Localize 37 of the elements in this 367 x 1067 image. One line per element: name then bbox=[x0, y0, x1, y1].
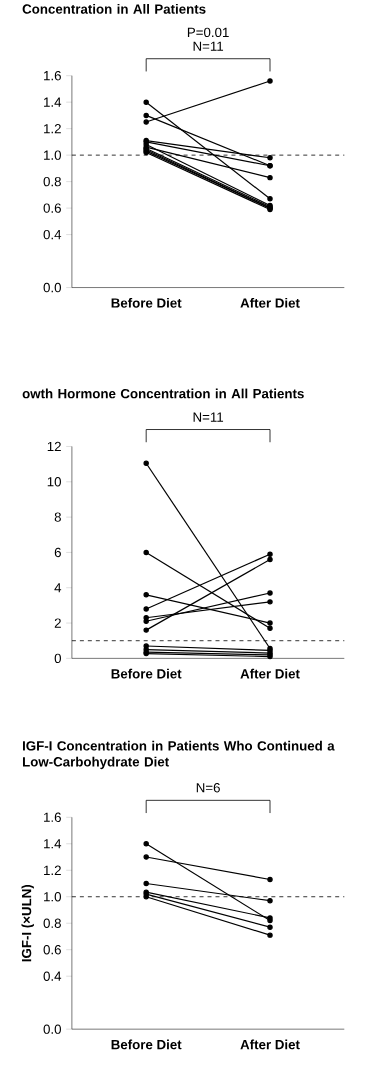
chart-title: IGF-I Concentration in Patients Who Continued a Low-Carbohydrate Diet bbox=[23, 740, 335, 770]
y-tick-label: 6 bbox=[54, 547, 61, 558]
y-tick-label: 0 bbox=[54, 653, 61, 664]
y-tick-label: 10 bbox=[47, 477, 61, 487]
text: N=11 bbox=[193, 41, 224, 51]
text: N=11 bbox=[193, 412, 224, 422]
y-tick-label: 4 bbox=[54, 583, 62, 593]
y-axis-title: IGF-I (×ULN) bbox=[21, 884, 34, 962]
y-tick-label: 1.4 bbox=[44, 97, 62, 107]
text: P=0.01 bbox=[187, 27, 229, 38]
x-tick-label: Before Diet bbox=[111, 1039, 182, 1050]
y-tick-label: 8 bbox=[54, 512, 61, 522]
y-tick-label: 1.2 bbox=[44, 124, 61, 134]
text: N=6 bbox=[196, 783, 220, 793]
y-tick-label: 2 bbox=[54, 618, 61, 628]
y-tick-label: 0.6 bbox=[43, 203, 61, 213]
x-tick-label: Before Diet bbox=[111, 668, 182, 679]
y-tick-label: 1.6 bbox=[44, 70, 61, 81]
y-tick-label: 0.4 bbox=[43, 971, 62, 981]
y-tick-label: 0.8 bbox=[43, 176, 61, 187]
y-tick-label: 1.0 bbox=[44, 150, 61, 160]
chart-title: Concentration in All Patients bbox=[22, 4, 206, 14]
y-tick-label: 1.4 bbox=[44, 839, 62, 849]
chart-title: owth Hormone Concentration in All Patients bbox=[22, 388, 304, 399]
y-tick-label: 1.2 bbox=[44, 865, 61, 875]
y-tick-label: 0.8 bbox=[43, 918, 61, 928]
y-tick-label: 1.0 bbox=[44, 892, 61, 902]
y-tick-label: 0.4 bbox=[43, 229, 62, 240]
x-tick-label: After Diet bbox=[240, 668, 300, 679]
y-tick-label: 12 bbox=[47, 441, 61, 452]
x-tick-label: After Diet bbox=[240, 1039, 300, 1050]
y-tick-label: 0.0 bbox=[43, 1024, 61, 1034]
y-tick-label: 0.0 bbox=[43, 282, 61, 293]
x-tick-label: After Diet bbox=[240, 297, 300, 308]
y-tick-label: 1.6 bbox=[44, 812, 61, 822]
x-tick-label: Before Diet bbox=[111, 297, 182, 308]
y-tick-label: 0.6 bbox=[43, 945, 61, 955]
